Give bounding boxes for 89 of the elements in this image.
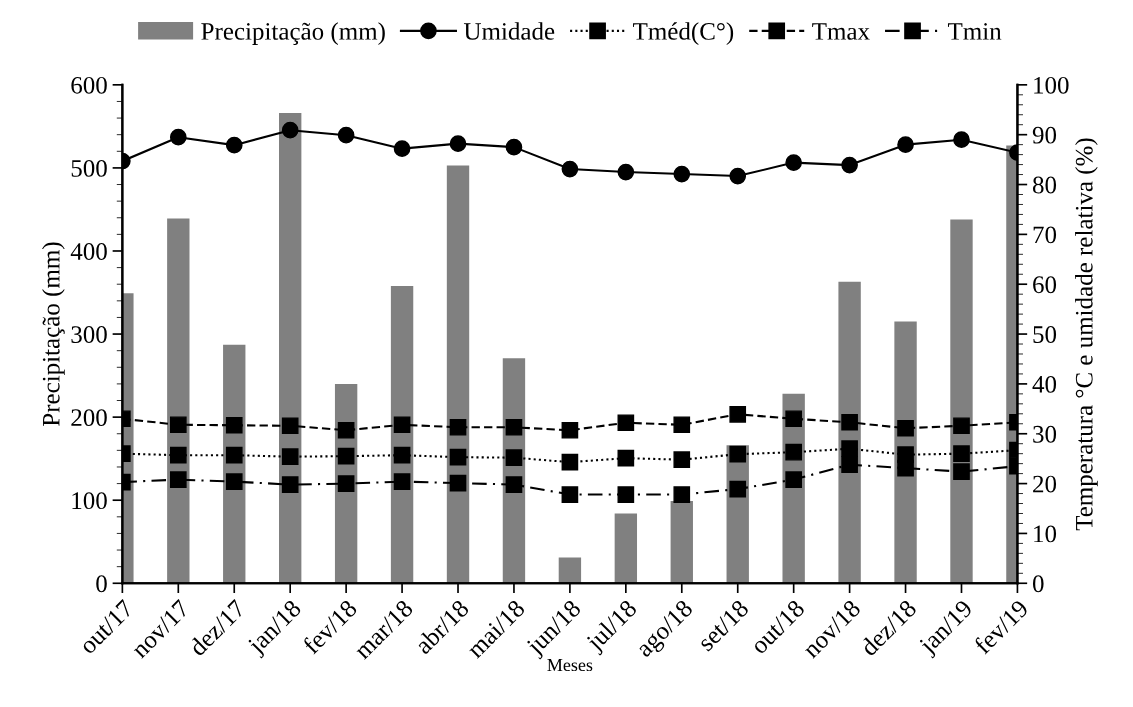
y-tick-label: 300 [71,326,107,343]
y2-tick-label: 0 [1032,575,1044,593]
point [841,440,858,458]
point [953,463,970,480]
y-tick-label: 400 [70,243,107,260]
y2-axis-title: Temperatura °C e umidade relativa (%) [1075,138,1098,531]
point [169,416,187,434]
point [953,131,970,149]
point [225,416,243,434]
y-tick-label: 500 [71,159,107,177]
point [897,136,914,153]
point [169,128,187,146]
point [505,418,523,436]
bar [614,513,638,584]
point [617,449,635,467]
point [225,446,243,464]
point [617,414,635,432]
point [393,140,411,157]
point [393,416,411,434]
legend-label: Precipitação (mm) [201,22,385,45]
point [561,486,579,503]
point [505,449,523,467]
y2-tick-label: 90 [1032,126,1057,144]
point [337,475,355,492]
point [281,448,299,466]
point [561,421,579,439]
point [281,417,299,435]
point [673,165,691,183]
legend-label: Tmin [947,23,1002,40]
point [785,410,803,428]
point [169,446,187,464]
point [673,416,691,434]
point [897,459,914,477]
point [673,451,691,468]
point [561,453,579,471]
point [841,456,858,473]
point [729,405,747,423]
point [785,471,803,488]
point [505,138,523,156]
point [449,474,467,492]
point [281,121,299,139]
point [337,126,355,144]
y-axis-title: Precipitação (mm) [42,242,65,427]
y2-tick-label: 70 [1033,226,1057,244]
y2-tick-label: 20 [1033,475,1057,493]
point [169,471,187,488]
point [897,419,914,437]
point [673,486,691,503]
point [617,163,635,181]
point [505,476,523,493]
bar [446,165,470,584]
point [561,160,579,178]
y-tick-label: 200 [71,409,107,427]
point [953,445,970,463]
legend-label: Umidade [463,22,555,40]
point [841,156,858,174]
y-tick-label: 600 [71,76,107,94]
legend-label: Tmax [812,23,870,40]
bar [670,501,693,584]
point [393,446,411,464]
y2-tick-label: 80 [1032,176,1057,194]
point [225,473,243,490]
point [337,447,355,465]
y-tick-label: 0 [96,575,107,593]
point [393,473,411,490]
point [785,154,803,171]
point [841,413,858,431]
y2-tick-label: 100 [1034,76,1069,94]
y2-tick-label: 10 [1034,525,1057,543]
point [449,418,467,436]
bar [558,557,582,584]
point [225,136,243,154]
y2-tick-label: 30 [1033,425,1057,443]
y-tick-label: 100 [72,492,107,510]
y2-tick-label: 40 [1032,375,1057,393]
point [953,417,970,435]
y2-tick-label: 60 [1033,276,1057,294]
point [449,448,467,466]
point [785,443,803,461]
point [337,421,355,439]
x-axis-title: Meses [547,659,593,672]
point [281,476,299,493]
y2-tick-label: 50 [1033,326,1057,343]
point [729,167,747,185]
legend-label: Tméd(C°) [633,22,734,45]
point [617,486,635,503]
point [449,135,467,152]
point [729,480,747,498]
point [729,445,747,463]
